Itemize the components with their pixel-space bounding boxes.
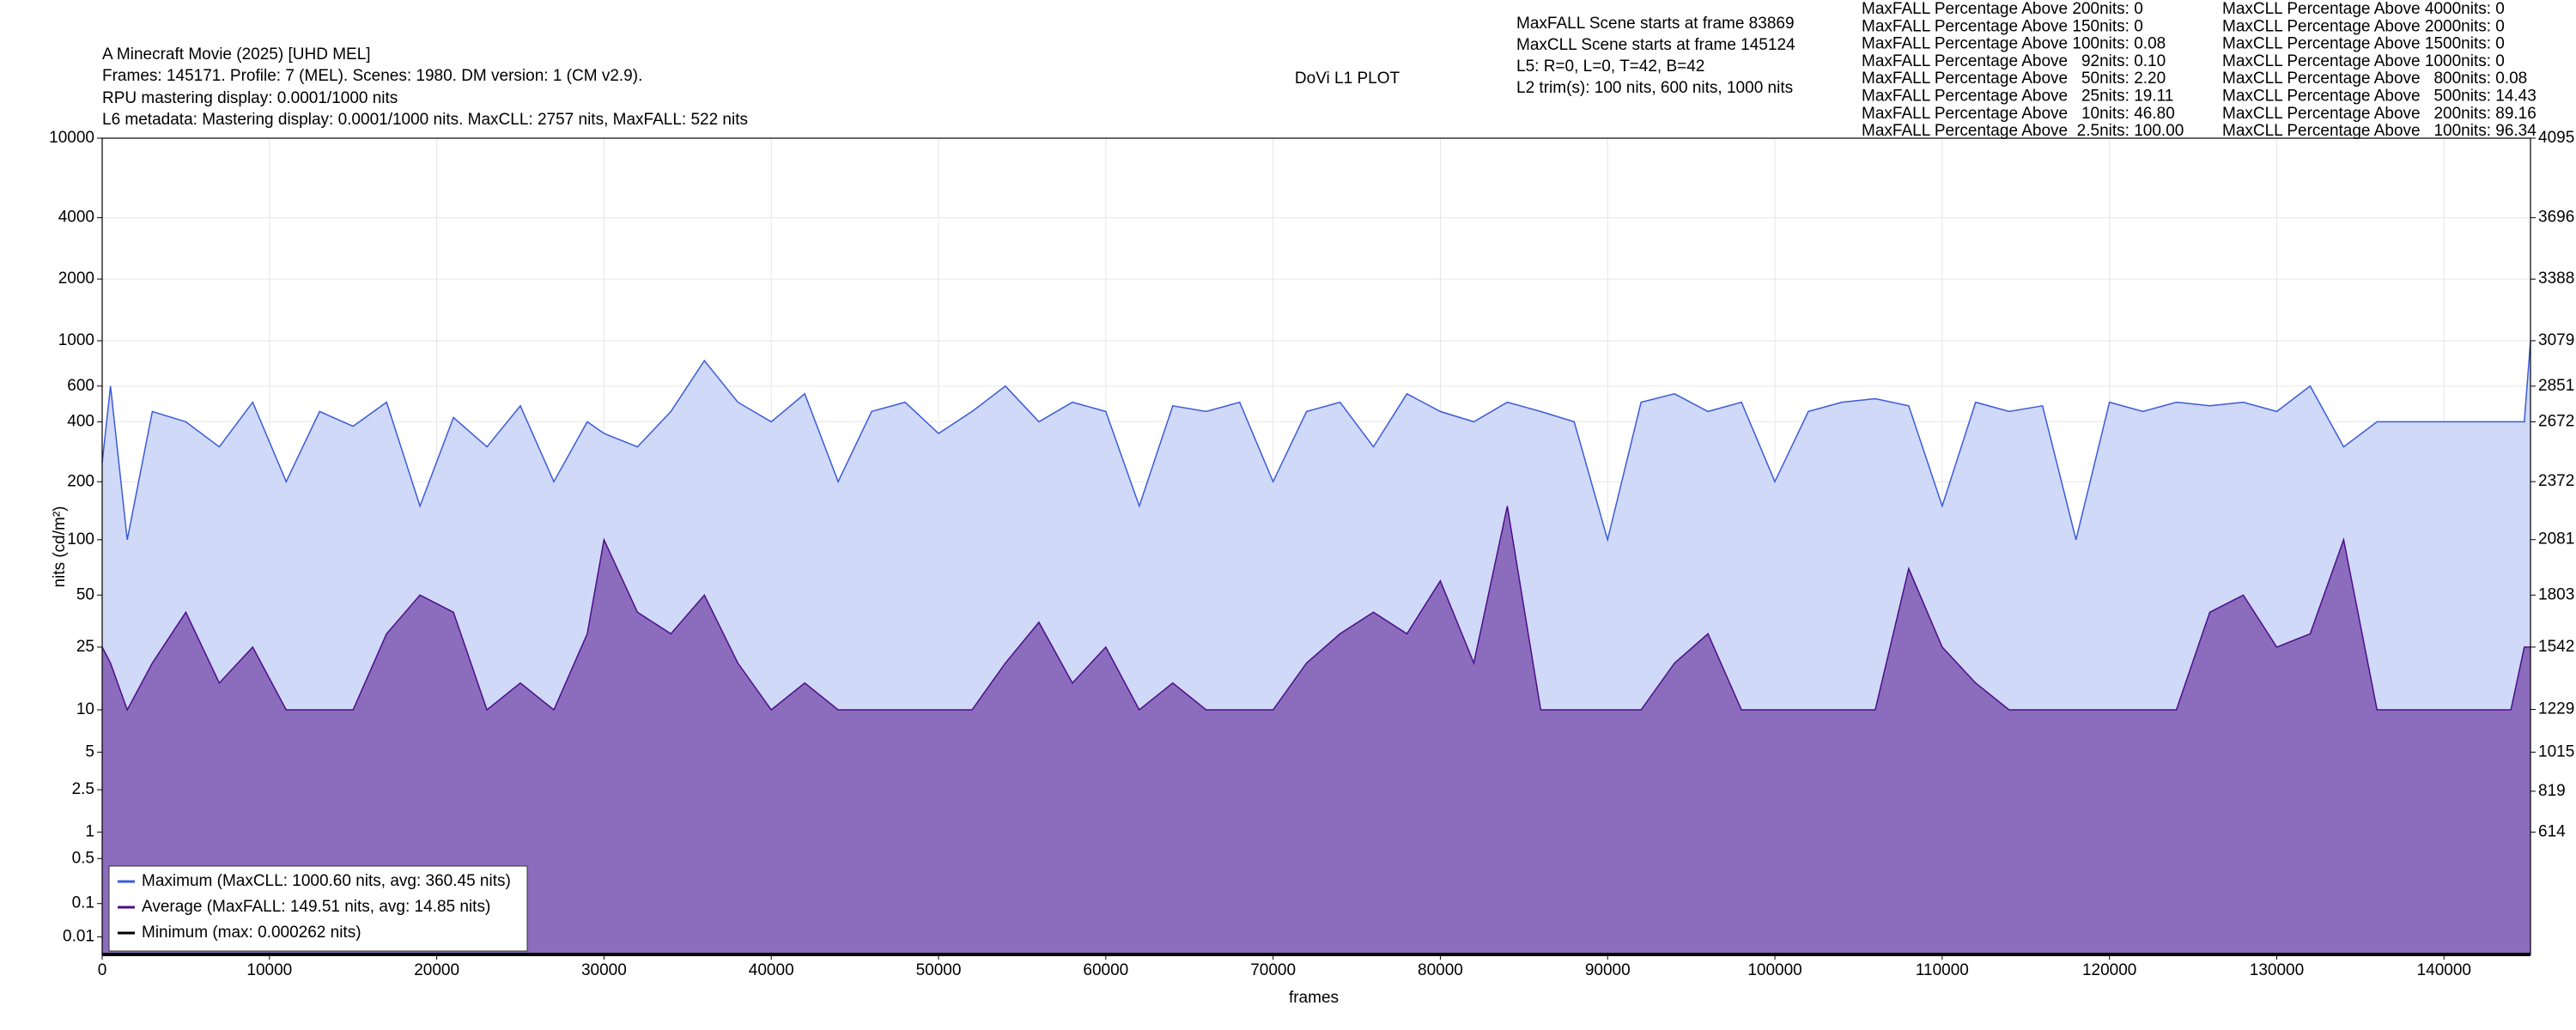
x-tick-label: 30000 <box>581 961 627 979</box>
x-axis-label: frames <box>1289 989 1339 1007</box>
maxfall-stat: MaxFALL Percentage Above 25nits: 19.11 <box>1862 88 2173 106</box>
x-tick-label: 0 <box>98 961 107 979</box>
y-tick-label: 25 <box>76 638 94 656</box>
y2-tick-label: 3079 <box>2538 331 2574 349</box>
maxfall-stat: MaxFALL Percentage Above 100nits: 0.08 <box>1862 35 2166 53</box>
y2-tick-label: 3696 <box>2538 209 2574 227</box>
maxfall-stat: MaxFALL Percentage Above 92nits: 0.10 <box>1862 52 2166 70</box>
legend-label: Average (MaxFALL: 149.51 nits, avg: 14.8… <box>142 898 490 916</box>
y2-tick-label: 1542 <box>2538 638 2574 656</box>
x-tick-label: 100000 <box>1747 961 1801 979</box>
maxfall-stat: MaxFALL Percentage Above 2.5nits: 100.00 <box>1862 122 2184 140</box>
y2-tick-label: 2081 <box>2538 530 2574 548</box>
y-tick-label: 4000 <box>58 209 94 227</box>
header-line: L6 metadata: Mastering display: 0.0001/1… <box>102 111 748 129</box>
y2-tick-label: 1803 <box>2538 585 2574 603</box>
legend-label: Maximum (MaxCLL: 1000.60 nits, avg: 360.… <box>142 872 511 890</box>
maxcll-stat: MaxCLL Percentage Above 800nits: 0.08 <box>2222 70 2527 88</box>
y-tick-label: 50 <box>76 585 94 603</box>
y-tick-label: 2.5 <box>72 780 94 798</box>
x-tick-label: 60000 <box>1083 961 1128 979</box>
maxcll-stat: MaxCLL Percentage Above 200nits: 89.16 <box>2222 105 2537 123</box>
scene-info: MaxCLL Scene starts at frame 145124 <box>1516 36 1795 54</box>
y2-tick-label: 819 <box>2538 782 2566 800</box>
maxcll-stat: MaxCLL Percentage Above 500nits: 14.43 <box>2222 88 2537 106</box>
maxfall-stat: MaxFALL Percentage Above 200nits: 0 <box>1862 0 2143 18</box>
chart-subtitle: DoVi L1 PLOT <box>1295 70 1400 88</box>
y2-tick-label: 1015 <box>2538 742 2574 760</box>
y2-tick-label: 3388 <box>2538 270 2574 288</box>
x-tick-label: 20000 <box>414 961 459 979</box>
y-tick-label: 400 <box>67 412 94 430</box>
y-tick-label: 600 <box>67 377 94 395</box>
header-line: RPU mastering display: 0.0001/1000 nits <box>102 89 398 107</box>
y-tick-label: 1000 <box>58 331 94 349</box>
y-tick-label: 10 <box>76 700 94 718</box>
series-line <box>101 340 2531 542</box>
x-tick-label: 140000 <box>2417 961 2471 979</box>
y2-tick-label: 2851 <box>2538 377 2574 395</box>
maxcll-stat: MaxCLL Percentage Above 2000nits: 0 <box>2222 17 2505 35</box>
legend-label: Minimum (max: 0.000262 nits) <box>142 924 361 942</box>
y-tick-label: 2000 <box>58 270 94 288</box>
y2-tick-label: 2372 <box>2538 472 2574 490</box>
y-tick-label: 10000 <box>49 129 94 147</box>
x-tick-label: 40000 <box>749 961 794 979</box>
x-tick-label: 110000 <box>1916 961 1969 979</box>
y-tick-label: 0.5 <box>72 849 94 867</box>
y-tick-label: 1 <box>85 822 94 840</box>
scene-info: L5: R=0, L=0, T=42, B=42 <box>1516 58 1704 76</box>
y2-tick-label: 614 <box>2538 822 2566 840</box>
x-tick-label: 130000 <box>2250 961 2304 979</box>
maxfall-stat: MaxFALL Percentage Above 50nits: 2.20 <box>1862 70 2166 88</box>
plot-frame <box>101 137 2531 955</box>
series-line <box>101 506 2530 712</box>
y2-tick-label: 1229 <box>2538 700 2574 718</box>
chart-title: A Minecraft Movie (2025) [UHD MEL] <box>102 45 371 64</box>
y-axis-label: nits (cd/m²) <box>51 506 69 588</box>
maxfall-stat: MaxFALL Percentage Above 150nits: 0 <box>1862 17 2143 35</box>
series-area <box>102 506 2530 954</box>
x-tick-label: 70000 <box>1250 961 1296 979</box>
x-tick-label: 120000 <box>2082 961 2136 979</box>
y2-tick-label: 4095 <box>2538 129 2574 147</box>
y-tick-label: 100 <box>67 530 94 548</box>
y-tick-label: 5 <box>85 742 94 760</box>
x-tick-label: 90000 <box>1585 961 1631 979</box>
y-tick-label: 0.1 <box>72 894 94 912</box>
maxcll-stat: MaxCLL Percentage Above 1000nits: 0 <box>2222 52 2505 70</box>
x-tick-label: 50000 <box>916 961 962 979</box>
x-tick-label: 80000 <box>1418 961 1463 979</box>
maxcll-stat: MaxCLL Percentage Above 100nits: 96.34 <box>2222 122 2537 140</box>
header-line: Frames: 145171. Profile: 7 (MEL). Scenes… <box>102 67 642 85</box>
legend-box <box>108 865 528 952</box>
maxcll-stat: MaxCLL Percentage Above 1500nits: 0 <box>2222 35 2505 53</box>
y-tick-label: 0.01 <box>63 928 94 946</box>
scene-info: MaxFALL Scene starts at frame 83869 <box>1516 15 1795 33</box>
maxfall-stat: MaxFALL Percentage Above 10nits: 46.80 <box>1862 105 2175 123</box>
y2-tick-label: 2672 <box>2538 412 2574 430</box>
maxcll-stat: MaxCLL Percentage Above 4000nits: 0 <box>2222 0 2505 18</box>
y-tick-label: 200 <box>67 472 94 490</box>
x-tick-label: 10000 <box>246 961 292 979</box>
scene-info: L2 trim(s): 100 nits, 600 nits, 1000 nit… <box>1516 79 1793 97</box>
